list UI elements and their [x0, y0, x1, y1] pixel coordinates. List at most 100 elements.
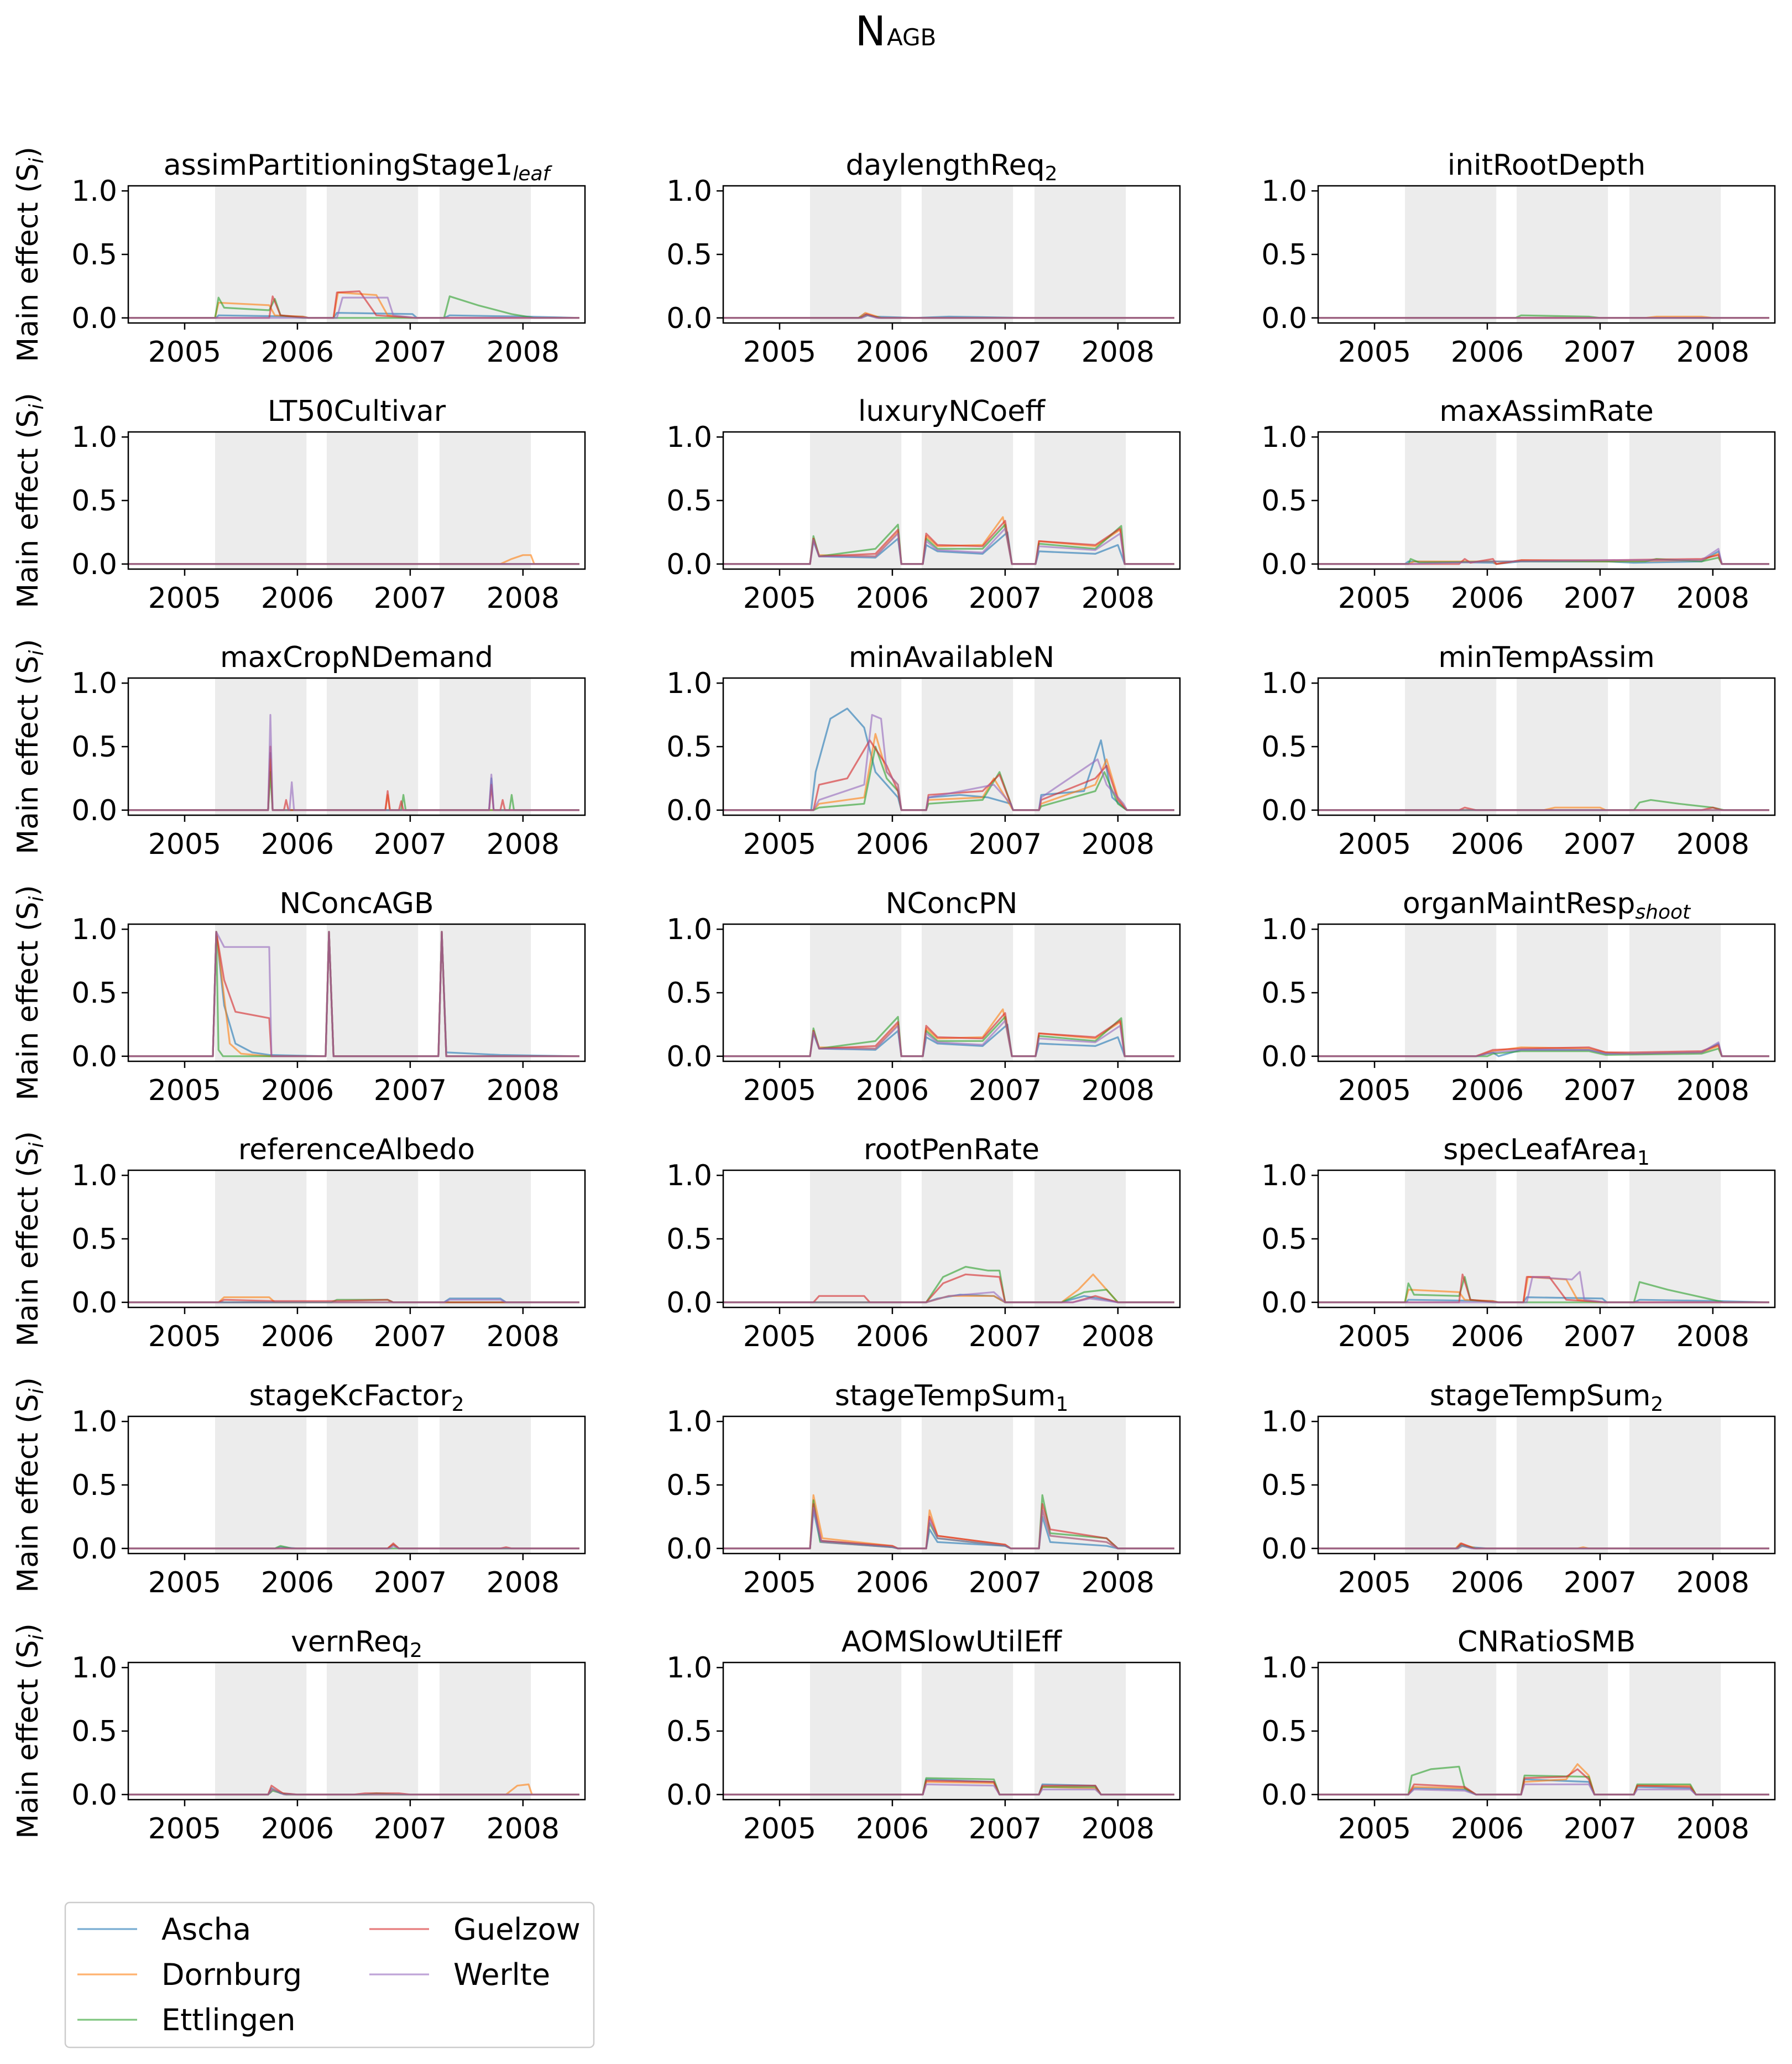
x-tick-label: 2007 [1564, 336, 1637, 369]
y-tick-label: 0.0 [71, 794, 117, 827]
subplot-title: initRootDepth [1448, 149, 1645, 182]
season-band-2 [326, 678, 419, 815]
x-tick-label: 2008 [1082, 1320, 1154, 1353]
subplot-title-main: AOMSlowUtilEff [842, 1625, 1062, 1659]
subplot-5: 1.0 0.5 0.0 2005 2006 2007 2008 luxuryNCoeff [666, 395, 1181, 615]
subplot-title-main: stageKcFactor [249, 1379, 452, 1413]
y-tick-label: 0.0 [71, 1286, 117, 1320]
subplot-13: 1.0 0.5 0.0 2005 2006 2007 2008 referenceAlbedo… [12, 1131, 586, 1353]
season-band-1 [810, 186, 902, 323]
x-tick-label: 2006 [261, 582, 334, 615]
subplot-title: NConcAGB [279, 887, 433, 920]
x-tick-label: 2005 [1338, 1566, 1411, 1599]
y-tick-label: 0.5 [1261, 484, 1307, 518]
y-tick-label: 0.0 [71, 1533, 117, 1566]
season-band-3 [439, 186, 531, 323]
x-tick-label: 2005 [743, 1320, 816, 1353]
y-axis-label-close: ) [12, 639, 45, 650]
subplot-title-sub: 2 [1650, 1393, 1663, 1416]
subplot-title-main: luxuryNCoeff [858, 395, 1046, 428]
y-axis-label-close: ) [12, 147, 45, 158]
x-tick-label: 2007 [969, 582, 1042, 615]
subplot-15: 1.0 0.5 0.0 2005 2006 2007 2008 specLeafArea1 [1261, 1133, 1776, 1353]
y-tick-label: 0.5 [666, 484, 712, 518]
series-line-werlte [723, 1783, 1174, 1796]
season-band-1 [1405, 1662, 1497, 1800]
x-tick-label: 2008 [487, 1566, 560, 1599]
subplot-title-sub: shoot [1635, 901, 1691, 924]
x-tick-label: 2008 [1676, 582, 1749, 615]
y-tick-label: 0.5 [71, 731, 117, 764]
y-tick-label: 1.0 [1261, 421, 1307, 454]
x-tick-label: 2007 [1564, 1320, 1637, 1353]
y-axis-label-main: Main effect (S [12, 1640, 45, 1839]
x-tick-label: 2006 [856, 1566, 929, 1599]
subplot-21: 1.0 0.5 0.0 2005 2006 2007 2008 CNRatioSMB [1261, 1625, 1776, 1846]
x-tick-label: 2006 [1451, 1074, 1524, 1107]
y-tick-label: 0.5 [1261, 1223, 1307, 1256]
x-tick-label: 2006 [1451, 1566, 1524, 1599]
y-tick-label: 0.0 [666, 548, 712, 581]
legend-label: Guelzow [453, 1912, 581, 1947]
series-line-werlte [723, 1507, 1174, 1550]
y-axis-label-close: ) [12, 1623, 45, 1634]
season-band-1 [215, 1416, 307, 1554]
y-axis-label: Main effect (Si) [12, 393, 48, 608]
season-band-3 [439, 432, 531, 569]
y-axis-label: Main effect (Si) [12, 1377, 48, 1593]
subplot-title: stageTempSum2 [1430, 1379, 1663, 1416]
series-line-guelzow [723, 739, 1174, 811]
series-line-werlte [128, 714, 579, 811]
y-tick-label: 0.0 [1261, 794, 1307, 827]
series-line-werlte [723, 1019, 1174, 1057]
y-axis-label-sub: i [25, 1635, 48, 1640]
subplot-16: 1.0 0.5 0.0 2005 2006 2007 2008 stageKcFactor2 M… [12, 1377, 586, 1599]
x-tick-label: 2007 [374, 1320, 447, 1353]
x-tick-label: 2006 [1451, 336, 1524, 369]
season-band-1 [1405, 678, 1497, 815]
x-tick-label: 2006 [1451, 828, 1524, 861]
x-tick-label: 2006 [261, 1566, 334, 1599]
subplot-title-sub: 1 [1056, 1393, 1068, 1416]
y-axis-label: Main effect (Si) [12, 885, 48, 1101]
y-tick-label: 0.0 [1261, 1040, 1307, 1073]
x-tick-label: 2005 [148, 1074, 221, 1107]
y-axis-label-sub: i [25, 897, 48, 902]
y-tick-label: 0.5 [666, 1469, 712, 1502]
series-line-guelzow [1318, 1768, 1769, 1796]
season-band-3 [1034, 1662, 1126, 1800]
season-band-3 [439, 1662, 531, 1800]
subplot-title-main: NConcAGB [279, 887, 433, 920]
subplot-title: luxuryNCoeff [858, 395, 1046, 428]
subplot-10: 1.0 0.5 0.0 2005 2006 2007 2008 NConcAGB Main ef… [12, 885, 586, 1107]
y-tick-label: 1.0 [666, 1651, 712, 1685]
subplot-4: 1.0 0.5 0.0 2005 2006 2007 2008 LT50Cultivar Mai… [12, 393, 586, 615]
y-tick-label: 0.0 [71, 548, 117, 581]
season-band-3 [439, 1170, 531, 1307]
y-tick-label: 0.0 [666, 1040, 712, 1073]
x-tick-label: 2008 [1676, 1566, 1749, 1599]
y-tick-label: 0.5 [666, 238, 712, 272]
series-line-ascha [723, 707, 1174, 811]
x-tick-label: 2005 [1338, 336, 1411, 369]
y-axis-label: Main effect (Si) [12, 639, 48, 854]
subplot-title: minAvailableN [849, 641, 1054, 674]
y-tick-label: 1.0 [666, 1405, 712, 1438]
y-tick-label: 1.0 [71, 1651, 117, 1685]
x-tick-label: 2008 [1082, 336, 1154, 369]
x-tick-label: 2007 [969, 828, 1042, 861]
y-tick-label: 0.5 [1261, 731, 1307, 764]
y-axis-label-sub: i [25, 404, 48, 410]
y-tick-label: 0.0 [71, 302, 117, 335]
season-band-2 [1516, 1416, 1608, 1554]
legend-entry-ascha: Ascha [77, 1912, 251, 1947]
y-tick-label: 0.5 [666, 731, 712, 764]
legend-label: Ettlingen [161, 2003, 295, 2037]
legend: Ascha Dornburg Ettlingen Guelzow Werlte [64, 1901, 595, 2049]
y-tick-label: 1.0 [1261, 175, 1307, 208]
season-band-2 [921, 1662, 1013, 1800]
subplot-title-main: CNRatioSMB [1457, 1625, 1636, 1659]
series-line-guelzow [723, 1273, 1174, 1304]
subplot-6: 1.0 0.5 0.0 2005 2006 2007 2008 maxAssimRate [1261, 395, 1776, 615]
